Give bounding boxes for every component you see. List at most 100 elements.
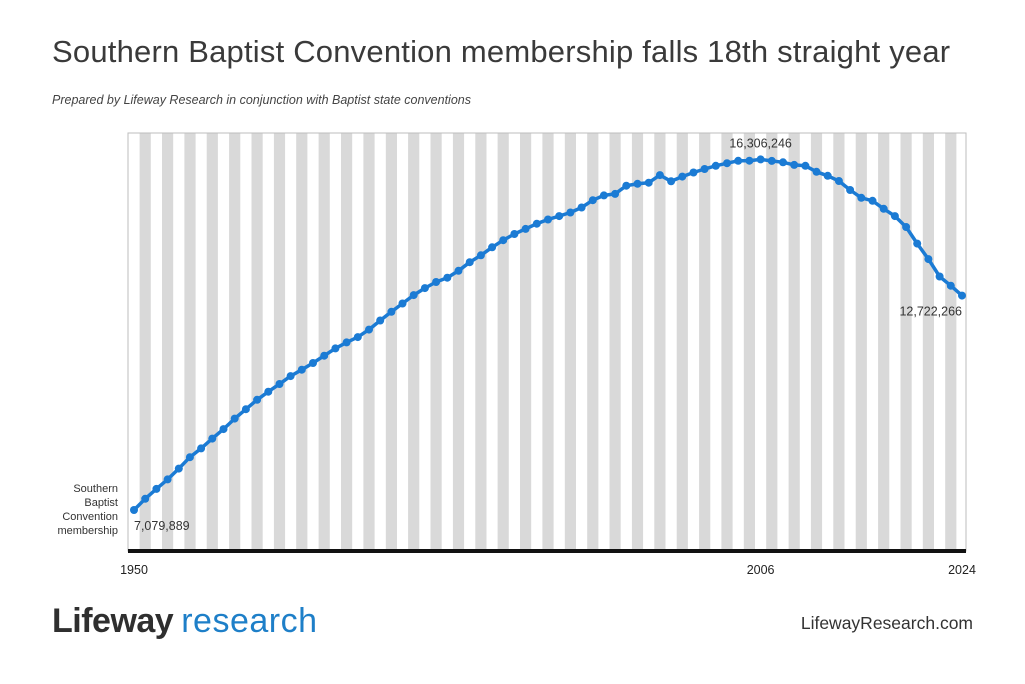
data-point	[723, 159, 731, 168]
data-point	[868, 196, 877, 205]
data-point	[935, 272, 944, 281]
data-label: 16,306,246	[729, 136, 792, 150]
data-point	[946, 281, 955, 290]
year-band	[587, 133, 599, 551]
data-point	[510, 230, 519, 238]
data-point	[342, 338, 351, 347]
data-point	[488, 243, 497, 252]
year-band	[878, 133, 890, 551]
year-band	[184, 133, 196, 551]
data-point	[432, 278, 441, 286]
year-band	[699, 133, 711, 551]
data-point	[241, 405, 250, 414]
year-band	[676, 133, 688, 551]
data-point	[286, 372, 295, 381]
data-point	[644, 178, 653, 187]
data-point	[633, 179, 642, 188]
data-point	[599, 191, 608, 200]
data-point	[476, 251, 485, 260]
data-point	[297, 365, 306, 374]
year-band	[475, 133, 487, 551]
year-band	[900, 133, 912, 551]
year-band	[654, 133, 666, 551]
data-point	[208, 434, 217, 443]
data-point	[353, 333, 362, 342]
x-tick-label: 2006	[747, 563, 775, 577]
year-band	[631, 133, 644, 551]
data-label: 7,079,889	[134, 519, 190, 533]
year-band	[609, 133, 621, 551]
chart-title: Southern Baptist Convention membership f…	[52, 34, 951, 69]
year-band	[296, 133, 308, 551]
year-band	[385, 133, 397, 551]
x-tick-label: 1950	[120, 563, 148, 577]
year-band	[721, 133, 733, 551]
data-point	[264, 387, 273, 396]
year-band	[766, 133, 778, 551]
series-label-line: Baptist	[84, 497, 118, 509]
year-band	[810, 133, 823, 551]
data-point	[667, 177, 676, 186]
data-point	[454, 266, 463, 275]
year-bands	[139, 133, 957, 551]
series-label-line: membership	[57, 525, 118, 537]
series-label: Southern Baptist Convention membership	[57, 483, 118, 537]
data-point	[846, 186, 855, 194]
data-point	[174, 464, 183, 473]
data-point	[230, 414, 239, 423]
data-point	[376, 316, 385, 325]
data-point	[958, 291, 966, 300]
data-point	[801, 161, 810, 170]
data-point	[409, 291, 418, 300]
year-band	[251, 133, 263, 551]
year-band	[139, 133, 151, 551]
x-tick-label: 2024	[948, 563, 976, 577]
data-point	[331, 344, 340, 353]
data-point	[756, 155, 765, 164]
data-point	[834, 177, 843, 185]
data-point	[823, 171, 832, 180]
data-point	[566, 208, 575, 217]
data-point	[387, 307, 396, 316]
data-point	[141, 494, 150, 503]
year-band	[564, 133, 576, 551]
year-band	[408, 133, 420, 551]
data-point	[398, 299, 407, 308]
year-band	[497, 133, 509, 551]
data-point	[711, 161, 720, 170]
chart-subtitle: Prepared by Lifeway Research in conjunct…	[52, 93, 471, 107]
data-point	[779, 158, 787, 167]
x-tick-labels: 1950 2006 2024	[120, 563, 976, 577]
data-point	[700, 165, 709, 173]
data-point	[611, 189, 620, 198]
data-point	[890, 212, 899, 221]
logo-lifeway: Lifeway	[52, 602, 174, 640]
data-point	[902, 223, 911, 231]
data-point	[857, 193, 866, 202]
series-label-line: Convention	[62, 511, 118, 523]
year-band	[542, 133, 554, 551]
data-points	[130, 155, 966, 514]
year-band	[273, 133, 286, 551]
data-point	[320, 351, 329, 360]
year-band	[452, 133, 465, 551]
website-url: LifewayResearch.com	[800, 613, 973, 633]
data-point	[767, 156, 776, 165]
data-label: 12,722,266	[899, 305, 962, 319]
year-band	[162, 133, 174, 551]
data-point	[521, 224, 530, 233]
data-point	[499, 236, 508, 245]
line-chart: 1950 2006 2024 7,079,889 16,306,246 12,722,2…	[57, 132, 976, 577]
data-point	[588, 196, 597, 205]
data-point	[689, 168, 698, 177]
year-band	[922, 133, 934, 551]
data-point	[790, 160, 799, 169]
year-band	[855, 133, 867, 551]
data-point	[924, 255, 933, 264]
year-band	[833, 133, 845, 551]
year-band	[229, 133, 241, 551]
data-point	[420, 284, 429, 293]
data-point	[163, 475, 172, 484]
data-point	[275, 380, 284, 388]
data-point	[365, 325, 373, 334]
